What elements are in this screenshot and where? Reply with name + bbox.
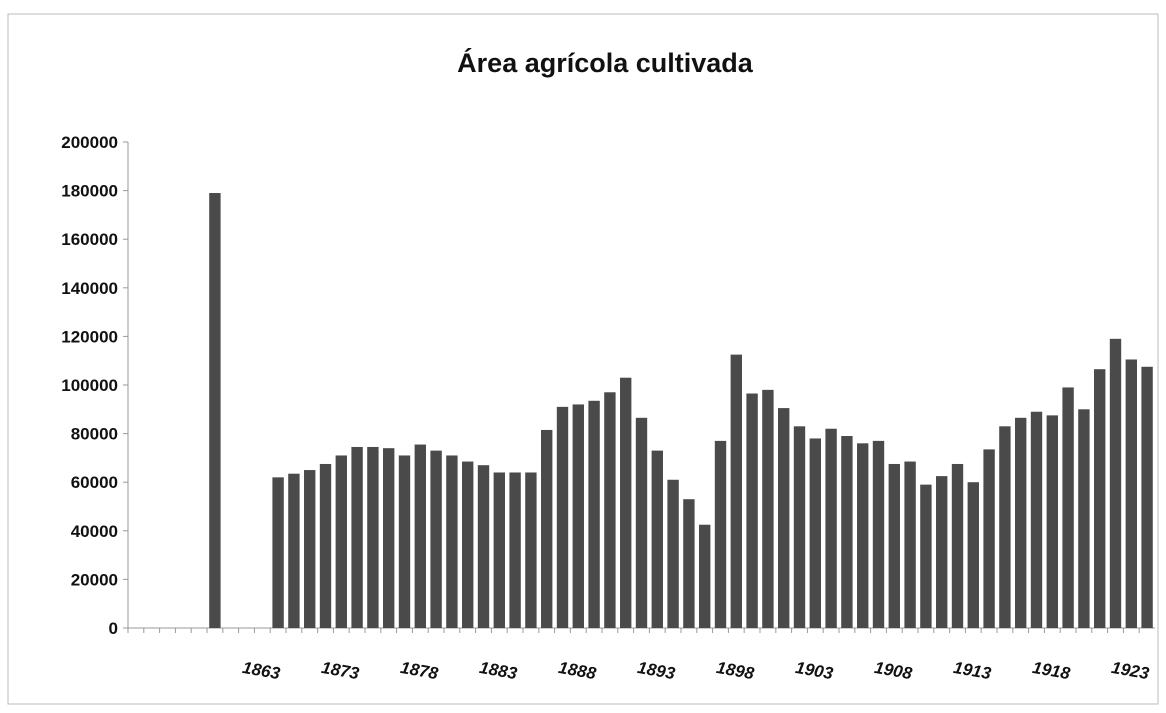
bar (588, 400, 600, 628)
bar (699, 524, 711, 628)
bar (541, 429, 553, 628)
bar (1109, 338, 1122, 628)
bar (1015, 417, 1027, 628)
bar (367, 446, 379, 628)
bar (1046, 415, 1058, 628)
bar (288, 473, 300, 628)
y-tick-label: 160000 (61, 230, 118, 249)
bar (920, 484, 932, 628)
bar (936, 476, 948, 628)
bar (525, 472, 537, 628)
bar (477, 465, 490, 628)
bar (462, 461, 474, 628)
bar (446, 455, 458, 628)
bar (667, 479, 679, 628)
y-tick-label: 100000 (61, 376, 118, 395)
bar (1141, 366, 1153, 628)
bar (335, 455, 347, 628)
bar (1030, 411, 1043, 628)
bar (1094, 369, 1106, 628)
y-tick-label: 120000 (61, 327, 118, 346)
bar (683, 499, 695, 628)
y-tick-label: 200000 (61, 133, 118, 152)
y-tick-label: 40000 (71, 522, 118, 541)
bar (857, 443, 869, 628)
bar (1062, 387, 1074, 628)
y-tick-label: 180000 (61, 182, 118, 201)
bar (572, 404, 584, 628)
bar (414, 444, 426, 628)
y-tick-label: 0 (109, 619, 118, 638)
bar (746, 393, 758, 628)
bar (398, 455, 411, 628)
bar (904, 461, 916, 628)
bar (714, 440, 727, 628)
bar (730, 354, 742, 628)
bar (635, 417, 648, 628)
bar (841, 436, 853, 628)
bar (209, 193, 221, 628)
bar (493, 472, 505, 628)
bar (319, 463, 332, 628)
bar (1125, 359, 1137, 628)
bar (430, 450, 442, 628)
bar (620, 377, 632, 628)
y-tick-label: 60000 (71, 473, 118, 492)
bar (509, 472, 521, 628)
bar (999, 426, 1011, 628)
bar (793, 426, 806, 628)
chart-title: Área agrícola cultivada (457, 47, 754, 78)
bar (383, 448, 395, 628)
bar (967, 482, 979, 628)
y-tick-label: 80000 (71, 425, 118, 444)
bar (762, 389, 774, 628)
bar (272, 477, 284, 628)
bar (825, 428, 837, 628)
bar (604, 392, 616, 628)
bar (888, 463, 900, 628)
y-tick-label: 140000 (61, 279, 118, 298)
bar (651, 450, 663, 628)
bar (351, 446, 363, 628)
bar (983, 449, 995, 628)
bar (1078, 409, 1090, 628)
y-tick-label: 20000 (71, 570, 118, 589)
bar (809, 438, 821, 628)
bar (872, 440, 885, 628)
bar (556, 406, 569, 628)
bar (304, 470, 316, 628)
bar (951, 463, 964, 628)
bar (778, 408, 790, 628)
